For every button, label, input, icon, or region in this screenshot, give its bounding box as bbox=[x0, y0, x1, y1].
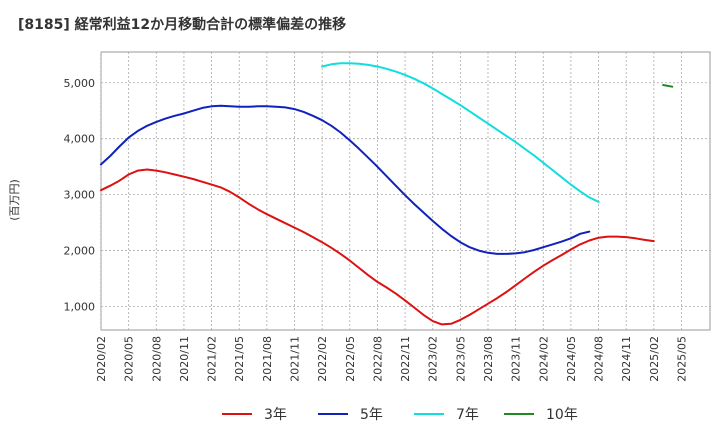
x-tick-label: 2023/11 bbox=[510, 336, 523, 382]
x-tick-label: 2022/11 bbox=[399, 336, 412, 382]
x-tick-label: 2021/08 bbox=[261, 336, 274, 382]
x-tick-label: 2022/08 bbox=[371, 336, 384, 382]
series-line-5年 bbox=[100, 104, 591, 255]
y-tick-label: 5,000 bbox=[64, 77, 96, 90]
x-tick-label: 2020/02 bbox=[95, 336, 108, 382]
y-tick-label: 3,000 bbox=[64, 189, 96, 202]
x-tick-label: 2022/02 bbox=[316, 336, 329, 382]
x-tick-label: 2025/02 bbox=[648, 336, 661, 382]
x-tick-label: 2024/05 bbox=[565, 336, 578, 382]
legend-label: 5年 bbox=[360, 407, 383, 423]
series-line-7年 bbox=[321, 62, 600, 203]
x-tick-label: 2021/11 bbox=[288, 336, 301, 382]
x-tick-label: 2020/05 bbox=[123, 336, 136, 382]
x-tick-label: 2023/05 bbox=[454, 336, 467, 382]
plot-area bbox=[100, 51, 711, 331]
series-lines bbox=[100, 62, 674, 326]
x-tick-label: 2020/08 bbox=[150, 336, 163, 382]
x-tick-label: 2021/05 bbox=[233, 336, 246, 382]
x-tick-label: 2023/08 bbox=[482, 336, 495, 382]
y-tick-label: 1,000 bbox=[64, 301, 96, 314]
x-tick-label: 2024/11 bbox=[620, 336, 633, 382]
x-tick-label: 2024/02 bbox=[537, 336, 550, 382]
x-tick-label: 2021/02 bbox=[206, 336, 219, 382]
y-axis-label: (百万円) bbox=[8, 179, 21, 221]
x-tick-label: 2022/05 bbox=[344, 336, 357, 382]
x-axis-ticks: 2020/02 2020/05 2020/08 2020/11 2021/02 2021/… bbox=[95, 336, 688, 382]
legend: 3年 5年 7年 10年 bbox=[222, 407, 578, 423]
x-tick-label: 2024/08 bbox=[593, 336, 606, 382]
series-line-10年 bbox=[662, 84, 674, 88]
series-line-3年 bbox=[100, 168, 655, 326]
x-tick-label: 2023/02 bbox=[427, 336, 440, 382]
legend-label: 10年 bbox=[546, 407, 578, 423]
y-axis-ticks: 1,000 2,000 3,000 4,000 5,000 bbox=[64, 77, 96, 314]
chart-title: [8185] 経常利益12か月移動合計の標準偏差の推移 bbox=[18, 16, 346, 33]
y-tick-label: 2,000 bbox=[64, 245, 96, 258]
x-tick-label: 2025/05 bbox=[675, 336, 688, 382]
y-tick-label: 4,000 bbox=[64, 133, 96, 146]
legend-label: 3年 bbox=[264, 407, 287, 423]
legend-label: 7年 bbox=[456, 407, 479, 423]
x-tick-label: 2020/11 bbox=[178, 336, 191, 382]
